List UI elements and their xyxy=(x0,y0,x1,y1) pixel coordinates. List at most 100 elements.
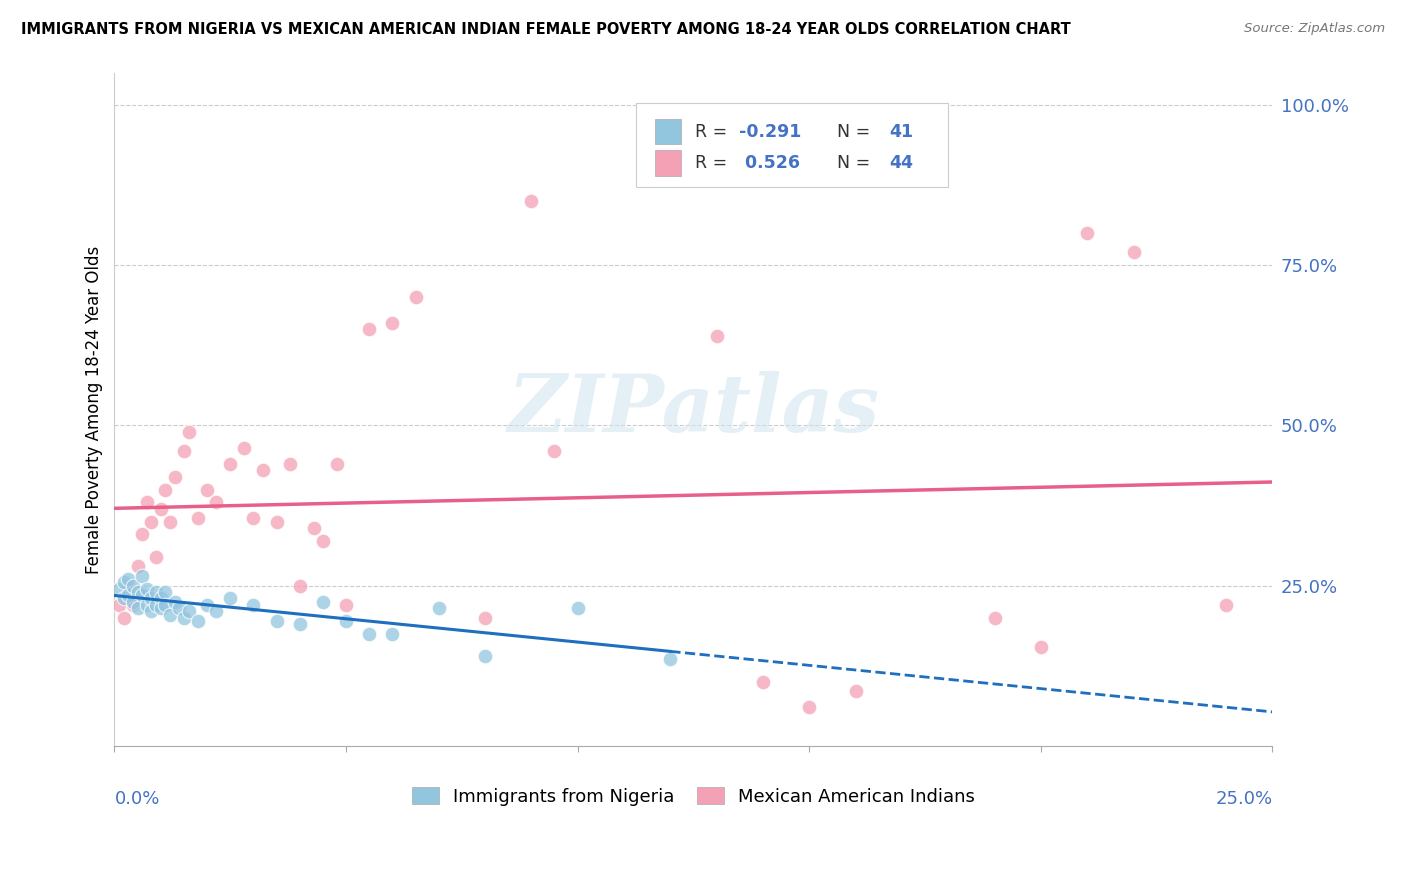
Point xyxy=(266,515,288,529)
Point xyxy=(543,444,565,458)
Y-axis label: Female Poverty Among 18-24 Year Olds: Female Poverty Among 18-24 Year Olds xyxy=(86,245,103,574)
Point xyxy=(131,527,153,541)
Point xyxy=(131,588,153,602)
Point xyxy=(242,598,264,612)
Point xyxy=(149,501,172,516)
Point xyxy=(141,604,163,618)
Point xyxy=(381,626,404,640)
Point xyxy=(219,457,242,471)
Point xyxy=(233,441,256,455)
Point xyxy=(131,569,153,583)
Point xyxy=(112,610,135,624)
Point xyxy=(280,457,302,471)
Point xyxy=(187,511,209,525)
Text: IMMIGRANTS FROM NIGERIA VS MEXICAN AMERICAN INDIAN FEMALE POVERTY AMONG 18-24 YE: IMMIGRANTS FROM NIGERIA VS MEXICAN AMERI… xyxy=(21,22,1071,37)
Point xyxy=(135,495,157,509)
Point xyxy=(163,469,186,483)
Point xyxy=(312,595,335,609)
Text: 44: 44 xyxy=(889,154,912,172)
Point xyxy=(141,591,163,606)
Point xyxy=(1029,640,1052,654)
Point xyxy=(145,549,167,564)
Point xyxy=(163,595,186,609)
Point xyxy=(187,614,209,628)
Point xyxy=(335,598,357,612)
Point xyxy=(335,614,357,628)
Text: ZIPatlas: ZIPatlas xyxy=(508,371,880,448)
Point xyxy=(427,601,450,615)
Point xyxy=(159,607,181,622)
Point xyxy=(219,591,242,606)
Point xyxy=(302,521,325,535)
Point xyxy=(122,598,145,612)
Point xyxy=(405,290,427,304)
Point xyxy=(1215,598,1237,612)
Point xyxy=(117,579,139,593)
Bar xyxy=(655,119,681,145)
Text: 25.0%: 25.0% xyxy=(1215,789,1272,807)
Point xyxy=(706,328,728,343)
Point xyxy=(799,700,821,714)
Point xyxy=(127,585,149,599)
FancyBboxPatch shape xyxy=(636,103,948,187)
Point xyxy=(177,425,200,439)
Point xyxy=(288,617,311,632)
Point xyxy=(266,614,288,628)
Text: 0.0%: 0.0% xyxy=(114,789,160,807)
Point xyxy=(1076,226,1098,240)
Point xyxy=(242,511,264,525)
Point xyxy=(141,515,163,529)
Point xyxy=(159,515,181,529)
Point xyxy=(1122,245,1144,260)
Point xyxy=(520,194,543,209)
Text: R =: R = xyxy=(695,122,733,141)
Point xyxy=(135,598,157,612)
Point xyxy=(112,591,135,606)
Point xyxy=(149,601,172,615)
Point xyxy=(195,598,218,612)
Point xyxy=(195,483,218,497)
Point xyxy=(145,585,167,599)
Point xyxy=(155,598,177,612)
Point xyxy=(205,495,228,509)
Point xyxy=(659,652,682,666)
Point xyxy=(167,601,190,615)
Point xyxy=(117,572,139,586)
Point xyxy=(155,483,177,497)
Point xyxy=(135,582,157,596)
Point xyxy=(752,674,775,689)
Point xyxy=(127,601,149,615)
Point xyxy=(177,604,200,618)
Point xyxy=(108,598,131,612)
Point xyxy=(173,444,195,458)
Text: -0.291: -0.291 xyxy=(738,122,801,141)
Point xyxy=(474,649,496,664)
Point xyxy=(359,322,381,336)
Text: Source: ZipAtlas.com: Source: ZipAtlas.com xyxy=(1244,22,1385,36)
Point xyxy=(326,457,349,471)
Point xyxy=(173,610,195,624)
Point xyxy=(145,598,167,612)
Point xyxy=(122,579,145,593)
Point xyxy=(122,595,145,609)
Point xyxy=(108,582,131,596)
Text: 41: 41 xyxy=(889,122,914,141)
Point xyxy=(359,626,381,640)
Bar xyxy=(655,151,681,176)
Point xyxy=(474,610,496,624)
Point xyxy=(381,316,404,330)
Point xyxy=(312,533,335,548)
Text: N =: N = xyxy=(837,122,876,141)
Point xyxy=(983,610,1005,624)
Point xyxy=(149,591,172,606)
Point xyxy=(117,588,139,602)
Point xyxy=(112,575,135,590)
Legend: Immigrants from Nigeria, Mexican American Indians: Immigrants from Nigeria, Mexican America… xyxy=(405,780,983,814)
Text: 0.526: 0.526 xyxy=(738,154,800,172)
Point xyxy=(155,585,177,599)
Point xyxy=(845,684,868,698)
Point xyxy=(127,559,149,574)
Point xyxy=(252,463,274,477)
Text: N =: N = xyxy=(837,154,876,172)
Text: R =: R = xyxy=(695,154,733,172)
